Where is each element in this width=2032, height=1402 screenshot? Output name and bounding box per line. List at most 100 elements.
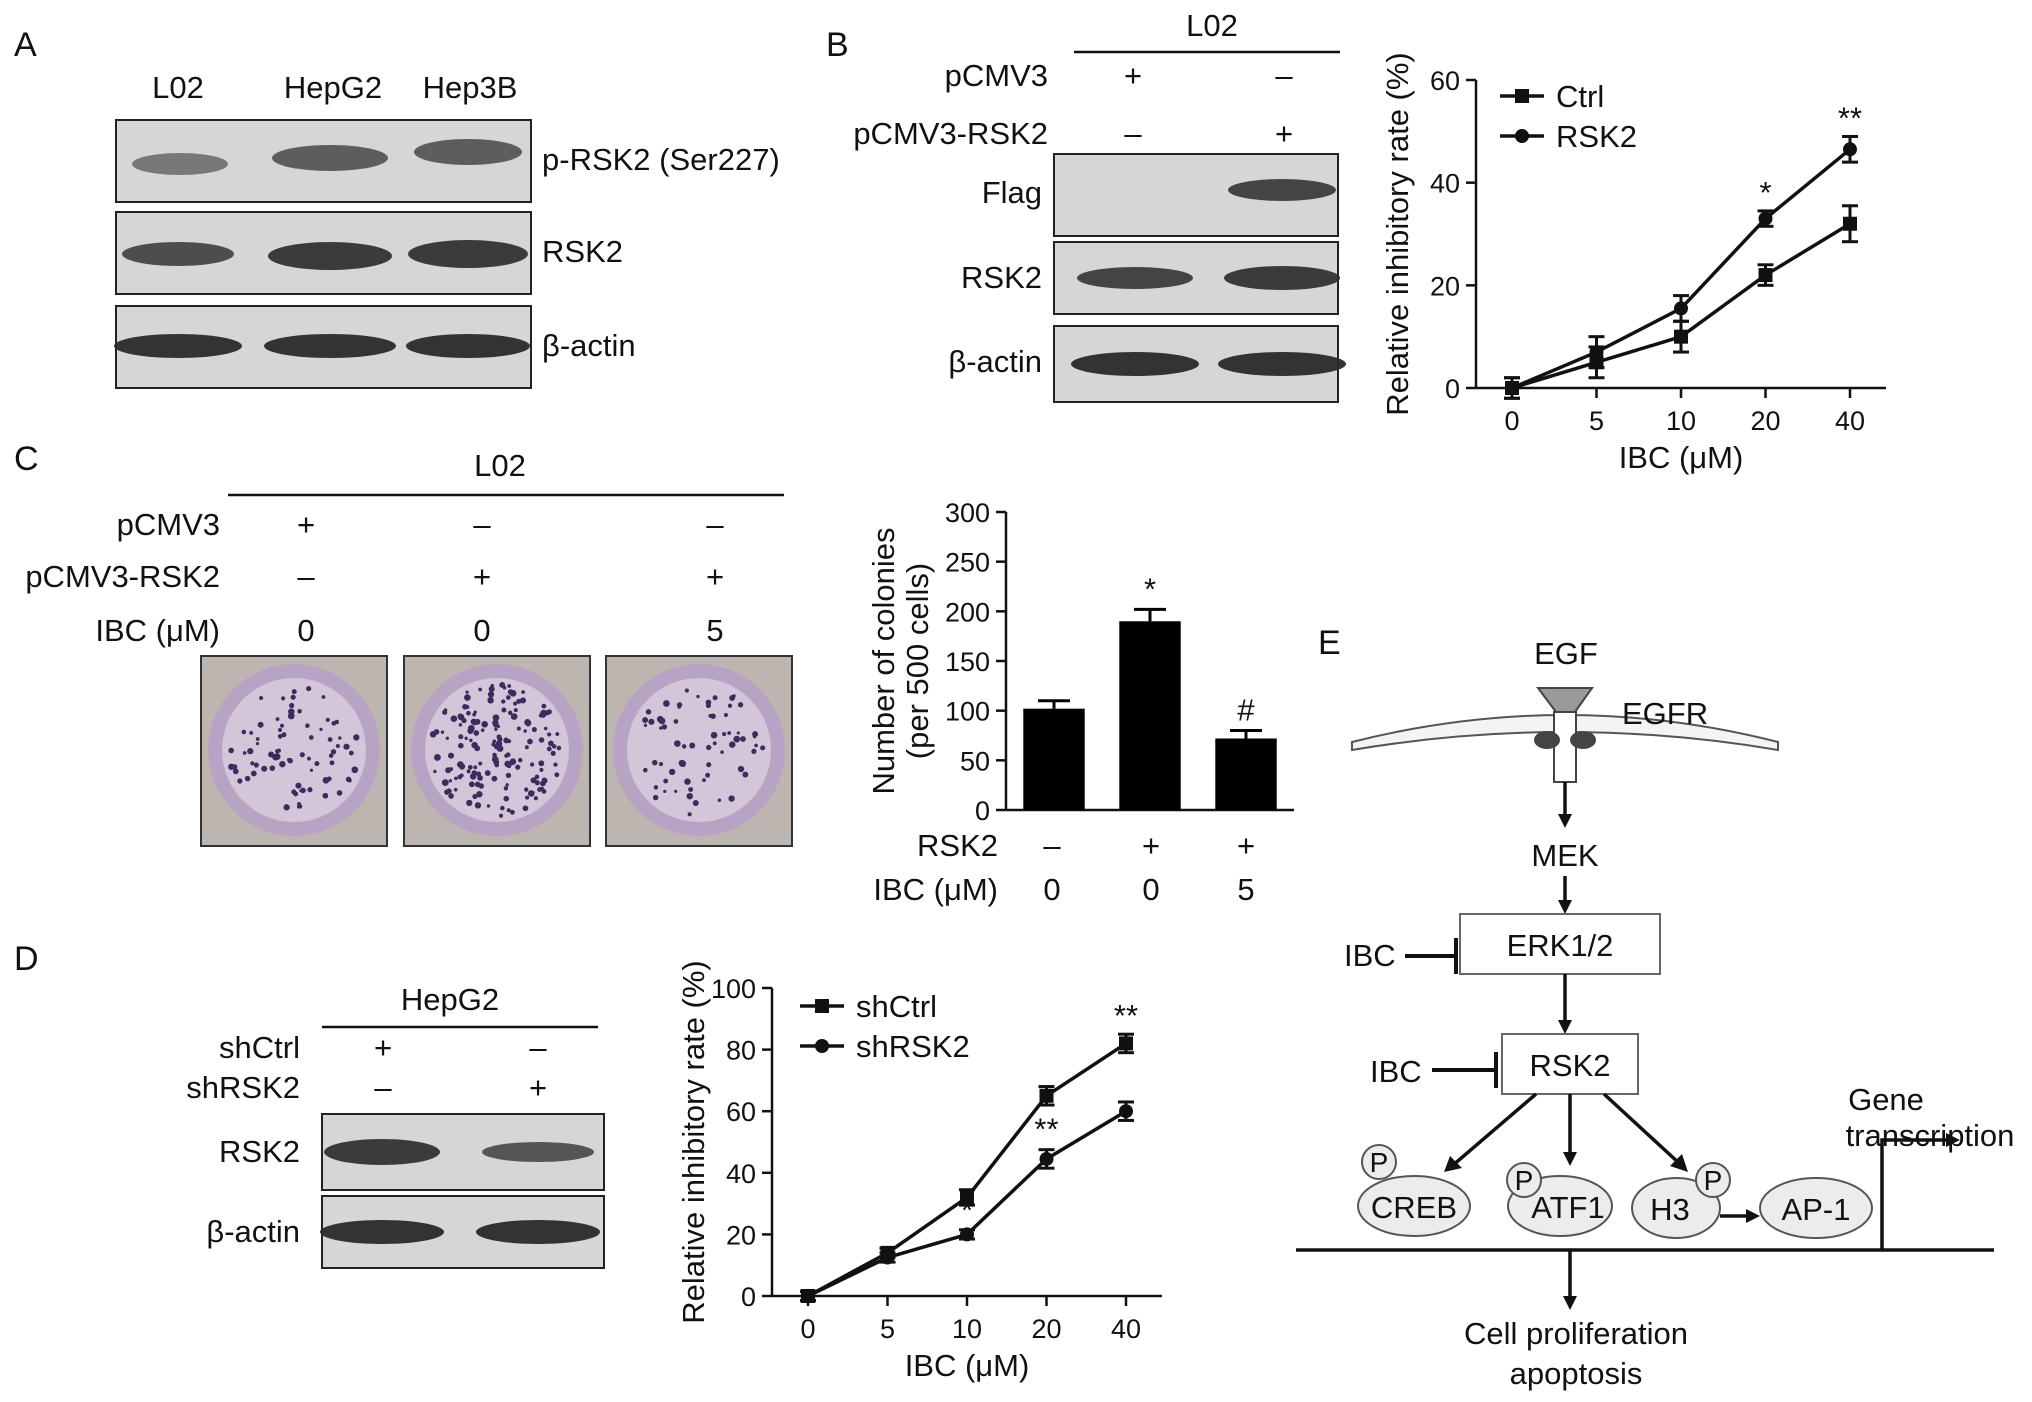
row-value: + [1124, 58, 1142, 93]
row-label-shrsk2: shRSK2 [186, 1070, 300, 1105]
colony-dot [490, 683, 495, 688]
node-erk: ERK1/2 [1507, 928, 1614, 963]
colony-dot [516, 726, 521, 731]
colony-dot [728, 795, 735, 802]
node-egfr: EGFR [1622, 696, 1708, 731]
y-tick-label: 250 [945, 548, 990, 578]
legend-marker [815, 1039, 829, 1053]
egfr-receptor [1553, 711, 1577, 783]
band [264, 334, 396, 358]
arrowhead [1670, 1154, 1688, 1172]
colony-dot [513, 708, 518, 713]
band [408, 240, 528, 268]
colony-dot [353, 734, 360, 741]
band [1077, 267, 1193, 289]
colony-dot [347, 778, 352, 783]
row-value: – [297, 559, 315, 594]
colony-dot [247, 748, 254, 755]
panel-d-header: HepG2 [401, 982, 499, 1017]
colony-dot [257, 721, 264, 728]
colony-dot [505, 752, 511, 758]
data-point [1674, 301, 1688, 316]
colony-dot [429, 731, 437, 738]
colony-plate-1 [200, 655, 388, 847]
colony-dot [500, 805, 505, 811]
colony-dot [540, 709, 547, 716]
colony-dot [689, 742, 696, 749]
colony-dot [550, 750, 556, 756]
colony-dot [645, 709, 652, 715]
y-tick-label: 20 [1430, 271, 1460, 301]
inhibitor-ibc-2: IBC [1370, 1054, 1422, 1089]
lane-label-l02: L02 [152, 70, 204, 105]
colony-dot [477, 775, 483, 781]
node-rsk2: RSK2 [1530, 1048, 1611, 1083]
band [122, 242, 234, 266]
legend-label: Ctrl [1556, 79, 1604, 114]
x-tick-label: 0 [1504, 406, 1519, 436]
row-value: 5 [1237, 872, 1254, 907]
colony-dot [321, 695, 326, 699]
colony-dot [508, 710, 513, 716]
colony-dot [325, 717, 330, 722]
colony-dot [249, 731, 254, 735]
colony-dot [273, 753, 281, 760]
y-tick-label: 60 [1430, 66, 1460, 96]
significance-mark: ** [1114, 998, 1138, 1033]
colony-dot [314, 761, 320, 767]
colony-dot [465, 690, 469, 694]
data-point [1039, 1151, 1054, 1166]
colony-dot [742, 771, 749, 778]
colony-dot [502, 685, 507, 690]
colony-dot [291, 789, 297, 795]
panel-e: E EGF EGFR MEK ERK1/2 IBC RSK2 IBC [1296, 624, 2014, 1391]
colony-dot [659, 726, 663, 730]
colony-dot [268, 751, 275, 758]
row-value: + [1275, 116, 1293, 151]
colony-dot [469, 738, 473, 743]
colony-dot [723, 713, 728, 718]
cell-membrane [1351, 714, 1779, 752]
colony-dot [261, 765, 268, 772]
colony-dot [729, 695, 736, 701]
colony-dot [309, 768, 314, 772]
lane-label-hepg2: HepG2 [284, 70, 382, 105]
colony-dot [280, 723, 284, 728]
colony-dot [503, 795, 510, 802]
colony-dot [348, 750, 354, 756]
phospho-circle [1695, 1162, 1731, 1198]
arrowhead [1558, 1020, 1572, 1034]
colony-dot [688, 787, 694, 793]
colony-dot [473, 710, 477, 714]
x-tick-label: 10 [1666, 406, 1696, 436]
colony-dot [458, 734, 464, 740]
colony-dot [538, 737, 545, 743]
colony-dot [552, 744, 557, 749]
outcome-label-2: apoptosis [1510, 1356, 1643, 1391]
colony-dot [480, 728, 485, 733]
colony-dot [686, 792, 693, 800]
y-tick-label: 0 [975, 796, 990, 826]
colony-dot [651, 759, 658, 766]
data-point [1843, 142, 1857, 157]
panel-d-letter: D [14, 940, 39, 978]
y-tick-label: 0 [741, 1282, 756, 1312]
band [1218, 352, 1346, 376]
colony-dot [523, 729, 527, 733]
y-axis-label: Relative inhibitory rate (%) [676, 960, 711, 1324]
blot-label-beta-actin: β-actin [206, 1214, 300, 1249]
y-axis-label: Number of colonies [866, 527, 901, 794]
row-value: + [1237, 828, 1255, 863]
colony-dot [692, 800, 699, 807]
band [272, 145, 388, 171]
colony-dot [498, 813, 504, 818]
panel-c-bar-conditions: RSK2 – + + IBC (μM) 0 0 5 [873, 828, 1255, 907]
colony-dot [737, 702, 744, 708]
band [406, 334, 530, 358]
colony-dot [681, 744, 687, 749]
colony-dot [471, 770, 478, 776]
colony-dot [539, 767, 544, 772]
colony-dot [652, 794, 659, 801]
row-value: – [1124, 116, 1142, 151]
colony-dot [493, 722, 499, 728]
